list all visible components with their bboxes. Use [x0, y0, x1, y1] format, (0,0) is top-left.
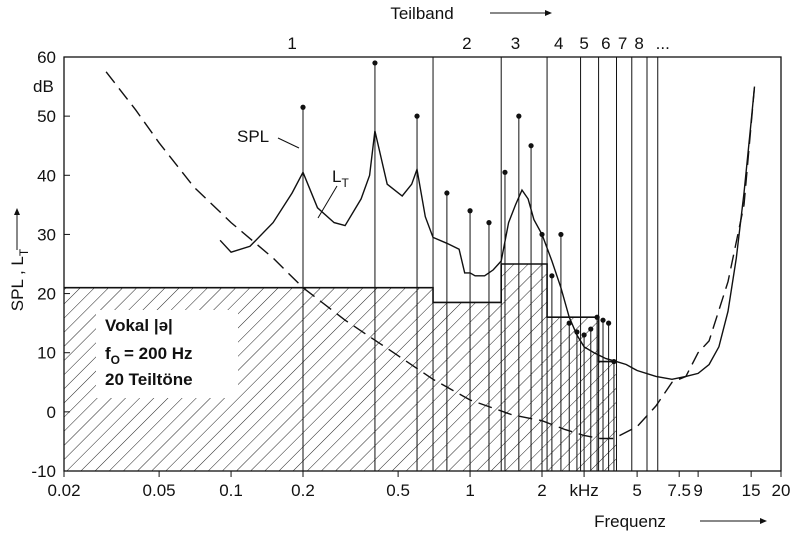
hearing-threshold-curve — [105, 71, 756, 440]
x-tick-label: 9 — [693, 481, 702, 500]
x-axis-arrow — [700, 518, 767, 524]
x-tick-label: 7.5 — [667, 481, 691, 500]
x-tick-label: 15 — [742, 481, 761, 500]
annotation-line-f0: fO = 200 Hz — [105, 344, 193, 367]
x-tick-label: 0.5 — [386, 481, 410, 500]
x-tick-label: 1 — [465, 481, 474, 500]
x-axis-title: Frequenz — [594, 512, 666, 531]
top-axis-title: Teilband — [390, 4, 453, 23]
x-tick-label: 0.02 — [47, 481, 80, 500]
y-tick-label: 0 — [47, 403, 56, 422]
y-axis-arrow — [14, 208, 20, 250]
partial-tone-dot — [486, 220, 492, 226]
plot-frame — [63, 56, 782, 472]
spl-label-leader — [277, 137, 300, 149]
y-axis-title-main: SPL , L — [8, 256, 27, 311]
annotation-f: f — [105, 344, 111, 363]
partial-tone-dot — [528, 143, 534, 149]
lt-label: LT — [332, 167, 349, 190]
annotation-f-value: = 200 Hz — [124, 344, 193, 363]
annotation-line-partials: 20 Teiltöne — [105, 370, 193, 389]
curves-layer — [105, 71, 756, 440]
x-tick-label: 0.2 — [291, 481, 315, 500]
partial-tone-dot — [574, 329, 580, 335]
annotation-box — [96, 310, 238, 398]
y-tick-label: 30 — [37, 225, 56, 244]
loudness-lt-curve — [219, 86, 756, 381]
partial-tone-dot — [372, 60, 378, 66]
annotation-f-sub: O — [111, 353, 120, 367]
x-tick-label: 2 — [537, 481, 546, 500]
top-axis-arrow — [490, 10, 552, 16]
band-number-label: 5 — [579, 34, 588, 53]
lt-label-main: L — [332, 167, 341, 186]
x-tick-label: 20 — [772, 481, 791, 500]
y-axis-title: SPL , LT — [8, 248, 31, 311]
partial-tone-dot — [444, 190, 450, 196]
partial-tone-dot — [588, 326, 594, 332]
y-tick-label: 10 — [37, 344, 56, 363]
lt-label-leader — [317, 185, 338, 219]
y-unit-label: dB — [33, 77, 54, 96]
partial-tone-dot — [300, 104, 306, 110]
annotation-line-vokal: Vokal |ə| — [105, 316, 173, 335]
y-tick-label: 20 — [37, 285, 56, 304]
y-tick-label: 40 — [37, 166, 56, 185]
band-number-label: 2 — [462, 34, 471, 53]
band-number-label: ... — [656, 34, 670, 53]
x-tick-label: kHz — [569, 481, 598, 500]
y-axis-title-sub: T — [17, 248, 31, 256]
partial-tone-dot — [516, 113, 522, 119]
svg-text:SPL , LT: SPL , LT — [8, 248, 31, 311]
partial-tone-dot — [549, 273, 555, 279]
partial-tone-dot — [566, 320, 572, 326]
y-tick-label: -10 — [31, 462, 56, 481]
partial-tone-dot — [606, 320, 612, 326]
band-number-label: 1 — [287, 34, 296, 53]
partial-tone-dot — [539, 231, 545, 238]
partial-tone-dot — [502, 169, 508, 175]
spl-label: SPL — [237, 127, 269, 146]
partial-tone-dot — [467, 208, 473, 214]
partial-tone-dot — [414, 113, 420, 119]
x-tick-label: 0.1 — [219, 481, 243, 500]
y-tick-label: 60 — [37, 48, 56, 67]
x-tick-label: 5 — [632, 481, 641, 500]
band-number-label: 7 — [618, 34, 627, 53]
partial-tone-dot — [600, 317, 606, 323]
partials-layer — [300, 60, 617, 471]
partial-tone-dot — [558, 231, 564, 238]
band-number-label: 3 — [511, 34, 520, 53]
partial-tone-dot — [594, 314, 600, 320]
band-number-label: 6 — [601, 34, 610, 53]
lt-label-sub: T — [341, 176, 349, 190]
partial-tone-dot — [581, 332, 587, 338]
y-tick-label: 50 — [37, 107, 56, 126]
x-tick-label: 0.05 — [143, 481, 176, 500]
partial-tone-dot — [611, 358, 617, 365]
band-number-label: 8 — [634, 34, 643, 53]
band-number-label: 4 — [554, 34, 563, 53]
band-edge-lines — [432, 57, 659, 471]
